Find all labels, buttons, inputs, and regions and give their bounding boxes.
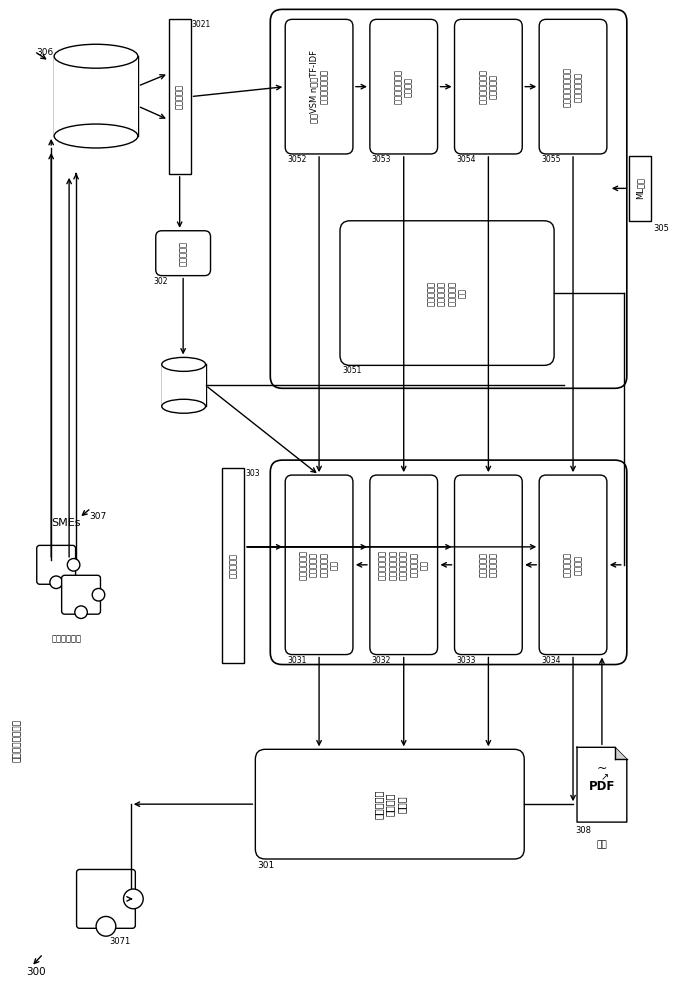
Text: PDF: PDF [589, 780, 615, 793]
FancyBboxPatch shape [285, 19, 353, 154]
Ellipse shape [54, 124, 138, 148]
Text: 最佳分类器选择和
优化参数调谐: 最佳分类器选择和 优化参数调谐 [563, 67, 583, 107]
Text: 302: 302 [154, 277, 169, 286]
Ellipse shape [162, 399, 206, 413]
Text: 3053: 3053 [372, 155, 391, 164]
Circle shape [96, 916, 116, 936]
Ellipse shape [162, 357, 206, 371]
Text: 3052: 3052 [287, 155, 307, 164]
Text: 306: 306 [37, 48, 53, 57]
Text: 3054: 3054 [456, 155, 476, 164]
Text: 3033: 3033 [456, 656, 476, 665]
Text: 优化针对相关
粒度信息的标
识的置信得分
的滑动窗口
算法: 优化针对相关 粒度信息的标 识的置信得分 的滑动窗口 算法 [378, 550, 429, 580]
FancyBboxPatch shape [454, 19, 522, 154]
Bar [162, 364, 206, 406]
Text: 文档结构提
取和处理: 文档结构提 取和处理 [563, 552, 583, 577]
Polygon shape [615, 747, 627, 759]
Ellipse shape [54, 44, 138, 68]
Circle shape [123, 889, 144, 909]
FancyBboxPatch shape [156, 231, 211, 276]
Text: 使用统计方法的
特征选择: 使用统计方法的 特征选择 [394, 69, 414, 104]
Bar [169, 19, 191, 174]
FancyBboxPatch shape [340, 221, 554, 365]
Circle shape [74, 606, 87, 618]
FancyBboxPatch shape [77, 869, 135, 928]
FancyBboxPatch shape [270, 460, 627, 665]
Text: ML模块: ML模块 [635, 177, 645, 199]
Bar [223, 468, 244, 663]
Text: 3021: 3021 [192, 20, 211, 29]
Text: 针对各上下
文的经训练
的机器学习
模型: 针对各上下 文的经训练 的机器学习 模型 [427, 281, 467, 306]
Text: 语言学规则，
基于谓语的
逻辑、序列
模型: 语言学规则， 基于谓语的 逻辑、序列 模型 [299, 550, 339, 580]
Circle shape [50, 576, 62, 589]
Text: SMEs: SMEs [51, 518, 81, 528]
Polygon shape [577, 747, 627, 822]
FancyBboxPatch shape [370, 19, 437, 154]
FancyBboxPatch shape [255, 749, 524, 859]
Text: 301: 301 [257, 861, 275, 870]
Bar [54, 56, 138, 136]
Text: 3051: 3051 [342, 366, 362, 375]
Text: 3034: 3034 [541, 656, 561, 665]
FancyBboxPatch shape [37, 545, 76, 584]
FancyBboxPatch shape [62, 575, 100, 614]
Text: 文档选择的
粗粒度分类: 文档选择的 粗粒度分类 [479, 552, 498, 577]
Text: ↗: ↗ [601, 772, 609, 782]
Text: 3071: 3071 [109, 937, 130, 946]
Text: 处理流水线: 处理流水线 [229, 553, 238, 578]
Bar [629, 156, 651, 221]
Circle shape [67, 559, 80, 571]
FancyBboxPatch shape [285, 475, 353, 655]
Text: ~: ~ [596, 762, 607, 775]
Text: 数据分析器: 数据分析器 [179, 241, 188, 266]
Text: 303: 303 [245, 469, 260, 478]
Text: 300: 300 [26, 967, 46, 977]
Text: 注释语料库: 注释语料库 [175, 84, 184, 109]
FancyBboxPatch shape [454, 475, 522, 655]
FancyBboxPatch shape [539, 475, 607, 655]
Circle shape [92, 588, 105, 601]
Text: 反馈，新示例: 反馈，新示例 [51, 635, 81, 644]
Text: 305: 305 [654, 224, 670, 233]
Text: 3031: 3031 [287, 656, 307, 665]
FancyBboxPatch shape [539, 19, 607, 154]
Text: 307: 307 [89, 512, 106, 521]
FancyBboxPatch shape [270, 9, 627, 388]
Text: 基于VSM n元和TF-IDF
计算的特征提取: 基于VSM n元和TF-IDF 计算的特征提取 [309, 50, 329, 123]
Text: 文档: 文档 [596, 840, 607, 849]
FancyBboxPatch shape [370, 475, 437, 655]
Text: 高级解决方案架构: 高级解决方案架构 [13, 719, 22, 762]
Text: 3055: 3055 [541, 155, 561, 164]
Text: 3032: 3032 [372, 656, 391, 665]
Text: 统计相关和一致
信息组标识: 统计相关和一致 信息组标识 [479, 69, 498, 104]
Text: 308: 308 [575, 826, 591, 835]
Text: 文档与提取
的信息的
语义图: 文档与提取 的信息的 语义图 [373, 789, 406, 819]
